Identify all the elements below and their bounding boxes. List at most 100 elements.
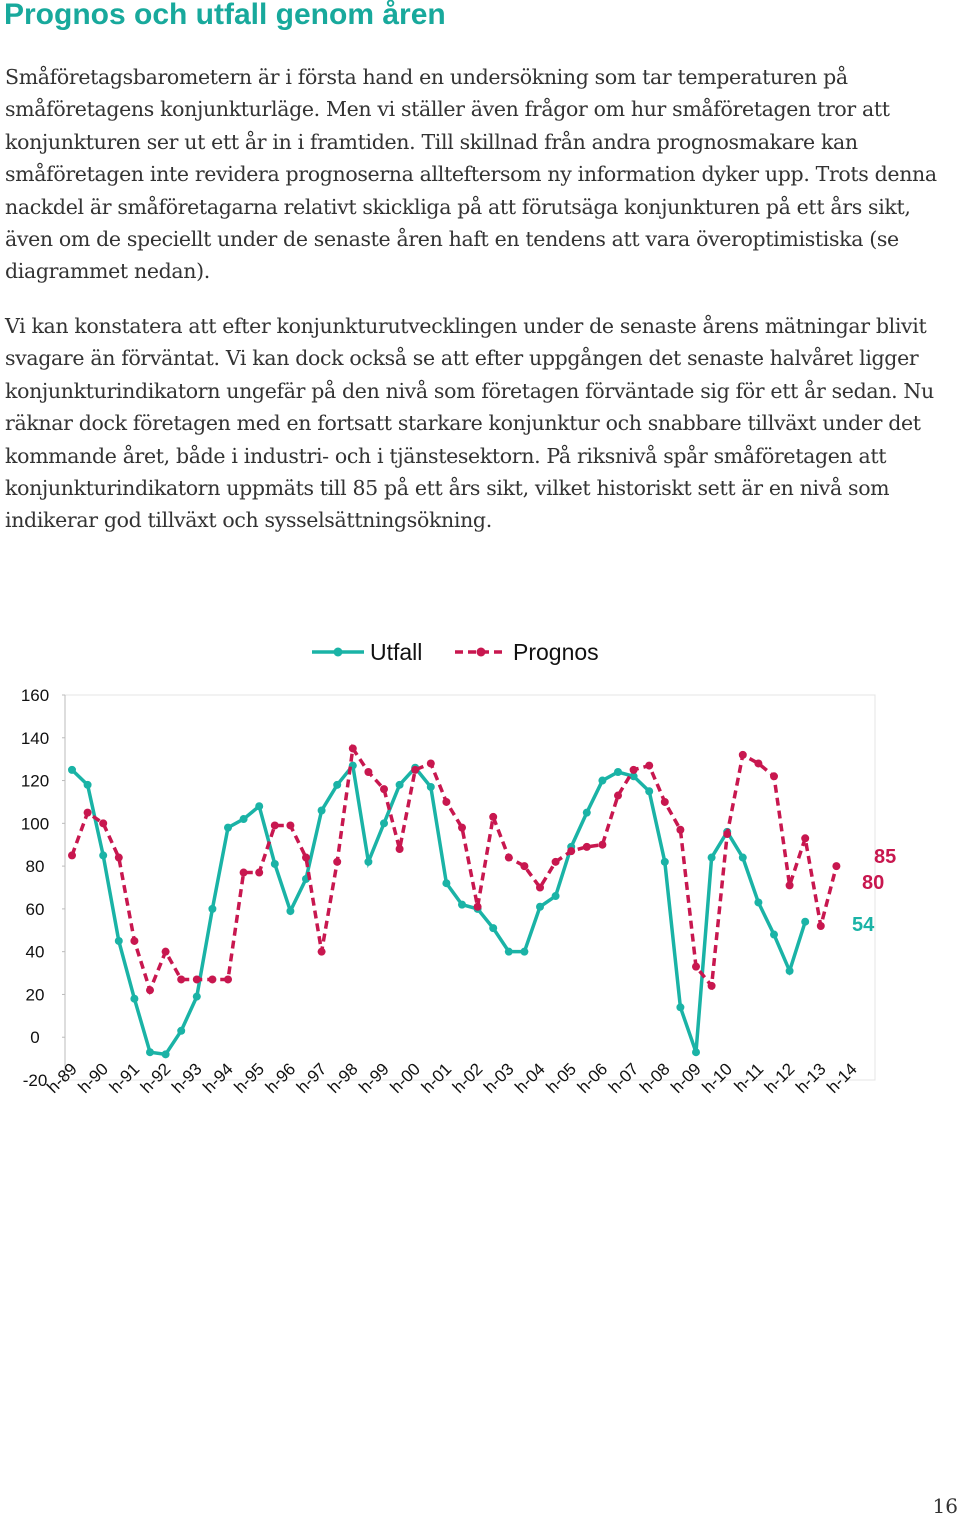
y-tick-label: -20 (23, 1071, 48, 1090)
annotation: 80 (862, 872, 884, 894)
x-tick-label: h-12 (761, 1059, 798, 1096)
series-line (70, 761, 807, 1057)
title: Prognos och utfall genom åren (4, 0, 446, 31)
x-tick-label: h-93 (168, 1059, 205, 1096)
data-point (411, 765, 420, 774)
data-point (255, 802, 264, 811)
data-point (598, 840, 607, 849)
data-point (567, 847, 576, 856)
data-point (707, 853, 716, 862)
data-point (832, 862, 841, 871)
data-point (317, 947, 326, 956)
data-point (707, 981, 716, 990)
data-point (130, 994, 139, 1003)
data-point (177, 1026, 186, 1035)
y-tick-label: 160 (21, 686, 49, 705)
data-point (582, 842, 591, 851)
data-point (208, 904, 217, 913)
x-tick-label: h-02 (449, 1059, 486, 1096)
data-point (520, 862, 529, 871)
data-point (395, 780, 404, 789)
x-tick-label: h-91 (106, 1059, 143, 1096)
data-point (224, 823, 232, 832)
data-point (551, 857, 560, 866)
data-point (738, 750, 747, 759)
annotation: 54 (852, 914, 875, 936)
data-point (754, 898, 763, 907)
x-tick-label: h-96 (262, 1059, 299, 1096)
data-point (286, 907, 295, 916)
data-point (333, 780, 342, 789)
y-tick-label: 60 (26, 900, 45, 919)
data-point (660, 797, 669, 806)
data-point (380, 819, 388, 828)
data-point (255, 868, 264, 877)
data-point (442, 879, 451, 888)
y-tick-label: 80 (26, 857, 45, 876)
y-tick-label: 120 (21, 772, 49, 791)
legend-label: Prognos (513, 639, 599, 665)
data-point (645, 787, 654, 796)
x-tick-label: h-04 (511, 1059, 548, 1096)
data-point (536, 883, 544, 892)
y-tick-label: 100 (21, 814, 49, 833)
x-tick-label: h-94 (199, 1059, 236, 1096)
data-point (692, 1048, 700, 1057)
x-tick-label: h-07 (605, 1059, 642, 1096)
x-tick-label: h-05 (543, 1059, 580, 1096)
data-point (114, 936, 123, 945)
legend-label: Utfall (370, 639, 422, 665)
data-point (676, 825, 685, 834)
data-point (177, 975, 186, 984)
data-point (317, 806, 326, 815)
data-point (473, 902, 482, 911)
data-point (614, 791, 622, 800)
paragraph: Småföretagsbarometern är i första hand e… (5, 65, 937, 284)
data-point (629, 772, 638, 781)
data-point (801, 917, 810, 926)
x-tick-label: h-90 (75, 1059, 112, 1096)
x-tick-label: h-01 (418, 1059, 455, 1096)
data-point (68, 851, 76, 860)
data-point (723, 830, 732, 839)
data-point (395, 845, 404, 853)
data-point (754, 759, 763, 768)
x-tick-label: h-97 (293, 1059, 330, 1096)
data-point (239, 868, 248, 877)
data-point (114, 853, 123, 862)
data-point (161, 1050, 170, 1059)
x-tick-label: h-92 (137, 1059, 174, 1096)
y-tick-label: 140 (21, 729, 49, 748)
chart: -20 0 20 40 60 80 100 120 140 160 h-89h-90h-91h-92… (21, 639, 896, 1097)
data-point (645, 761, 654, 770)
data-point (83, 780, 92, 789)
data-point (270, 859, 279, 868)
y-tick-label: 40 (26, 943, 45, 962)
data-point (192, 992, 201, 1001)
data-point (99, 819, 108, 828)
data-point (224, 975, 232, 984)
series-line (70, 743, 839, 996)
data-point (333, 857, 342, 866)
data-point (161, 947, 170, 956)
page-number: 16 (932, 1494, 958, 1518)
x-tick-label: h-09 (667, 1059, 704, 1096)
data-point (364, 768, 373, 776)
data-point (208, 975, 217, 984)
legend-marker (333, 647, 343, 657)
legend-marker (476, 647, 486, 657)
data-point (504, 947, 513, 956)
data-point (270, 821, 279, 830)
x-tick-label: h-13 (792, 1059, 829, 1096)
data-point (551, 892, 560, 901)
x-tick-label: h-08 (636, 1059, 673, 1096)
data-point (192, 975, 201, 984)
data-point (302, 853, 310, 862)
x-tick-label: h-03 (480, 1059, 517, 1096)
data-point (614, 768, 622, 776)
data-point (785, 966, 794, 975)
data-point (770, 930, 778, 939)
data-point (458, 900, 466, 909)
data-point (130, 936, 139, 945)
